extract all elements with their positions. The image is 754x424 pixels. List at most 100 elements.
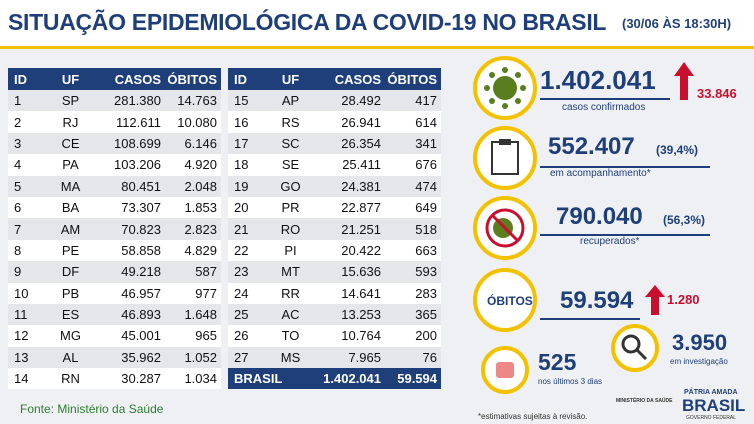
- date: (30/06 ÀS 18:30H): [622, 16, 732, 31]
- column-header: UF: [281, 71, 300, 87]
- cell: 73.307: [121, 200, 161, 216]
- table-row: 2 RJ 112.611 10.080: [8, 111, 221, 132]
- cell: AL: [62, 349, 79, 365]
- cell: SE: [281, 157, 300, 173]
- cell: BA: [61, 200, 80, 216]
- cell: 4: [14, 157, 22, 173]
- cell: 1: [14, 93, 22, 109]
- cell: RN: [61, 371, 80, 387]
- cell: AM: [60, 221, 81, 237]
- brand: BRASIL: [682, 396, 746, 415]
- cell: 1.052: [184, 349, 217, 365]
- cell: 58.858: [121, 242, 161, 258]
- cell: 22: [234, 242, 249, 258]
- cell: MG: [60, 328, 81, 344]
- table-left: ID UF CASOS ÓBITOS 1 SP 281.380 14.763 2 RJ 112.61…: [8, 68, 221, 390]
- cell: 10.764: [341, 328, 381, 344]
- cell: PB: [61, 285, 80, 301]
- cell: SC: [281, 135, 300, 151]
- cell: 283: [415, 285, 437, 301]
- cell: 27: [234, 349, 249, 365]
- cell: MA: [60, 178, 81, 194]
- cell: 108.699: [114, 135, 161, 151]
- cell: 13: [14, 349, 29, 365]
- cell: 7: [14, 221, 22, 237]
- total-cases: 1.402.041: [323, 371, 381, 387]
- cell: 112.611: [115, 114, 161, 130]
- cell: MS: [280, 349, 301, 365]
- cell: PA: [62, 157, 79, 173]
- table-row: 3 CE 108.699 6.146: [8, 132, 221, 155]
- cell: 21.251: [341, 221, 381, 237]
- table-row: 27 MS 7.965 76: [228, 346, 441, 369]
- cell: 6.146: [184, 135, 217, 151]
- table-row: 20 PR 22.877 649: [228, 197, 441, 218]
- column-header: ÓBITOS: [387, 71, 437, 87]
- deaths-increase: 1.280: [667, 292, 700, 307]
- investigation-value: 3.950: [672, 330, 728, 355]
- table-row: 14 RN 30.287 1.034: [8, 368, 221, 389]
- cell: 7.965: [348, 349, 381, 365]
- cell: 26.354: [341, 135, 381, 151]
- cell: 593: [415, 264, 437, 280]
- cell: 587: [195, 264, 217, 280]
- cell: ES: [61, 307, 80, 323]
- cell: 24: [234, 285, 249, 301]
- column-header: CASOS: [114, 71, 161, 87]
- cell: 45.001: [121, 328, 161, 344]
- cell: 417: [415, 93, 437, 109]
- header-bar: [0, 0, 754, 49]
- cell: 26: [234, 328, 249, 344]
- cell: AC: [281, 307, 300, 323]
- cell: 4.920: [184, 157, 217, 173]
- cell: 16: [234, 114, 249, 130]
- cell: 965: [195, 328, 217, 344]
- cell: 200: [415, 328, 437, 344]
- table-row: 9 DF 49.218 587: [8, 261, 221, 283]
- column-header: ID: [14, 71, 27, 87]
- cell: 3: [14, 135, 22, 151]
- cell: 663: [415, 242, 437, 258]
- cell: 13.253: [341, 307, 381, 323]
- cell: PE: [61, 242, 80, 258]
- header-row: ID UF CASOS ÓBITOS: [228, 68, 441, 90]
- table-row: 5 MA 80.451 2.048: [8, 175, 221, 197]
- cell: 649: [415, 200, 437, 216]
- cell: 2: [14, 114, 22, 130]
- cell: 2.823: [184, 221, 217, 237]
- cell: 21: [234, 221, 249, 237]
- cell: 6: [14, 200, 22, 216]
- ministry: MINISTÉRIO DA SAÚDE: [616, 398, 673, 404]
- table-row: 24 RR 14.641 283: [228, 283, 441, 304]
- table-row: 15 AP 28.492 417: [228, 90, 441, 112]
- cell: 15.636: [341, 264, 381, 280]
- cell: 10.080: [177, 114, 217, 130]
- column-header: UF: [61, 71, 80, 87]
- cell: 518: [415, 221, 437, 237]
- cell: GO: [280, 178, 301, 194]
- cell: 365: [415, 307, 437, 323]
- cell: 26.941: [341, 114, 381, 130]
- cell: 23: [234, 264, 249, 280]
- brand-sub: GOVERNO FEDERAL: [686, 415, 737, 421]
- cell: 341: [415, 135, 437, 151]
- cell: 17: [234, 135, 249, 151]
- cell: 676: [415, 157, 437, 173]
- cell: 1.034: [184, 371, 217, 387]
- table-row: 7 AM 70.823 2.823: [8, 218, 221, 240]
- cell: 18: [234, 157, 249, 173]
- cell: 46.893: [121, 307, 161, 323]
- footnote: *estimativas sujeitas à revisão.: [478, 412, 588, 421]
- cell: 30.287: [121, 371, 161, 387]
- table-row: 22 PI 20.422 663: [228, 240, 441, 261]
- table-row: 21 RO 21.251 518: [228, 218, 441, 240]
- cell: 9: [14, 264, 22, 280]
- cell: RR: [281, 285, 300, 301]
- recovered-value: 790.040: [556, 203, 643, 230]
- cell: 5: [14, 178, 22, 194]
- table-row: 1 SP 281.380 14.763: [8, 90, 221, 112]
- cell: RJ: [62, 114, 79, 130]
- investigation-label: em investigação: [670, 357, 728, 366]
- cell: PI: [284, 242, 297, 258]
- total-deaths: 59.594: [397, 371, 437, 387]
